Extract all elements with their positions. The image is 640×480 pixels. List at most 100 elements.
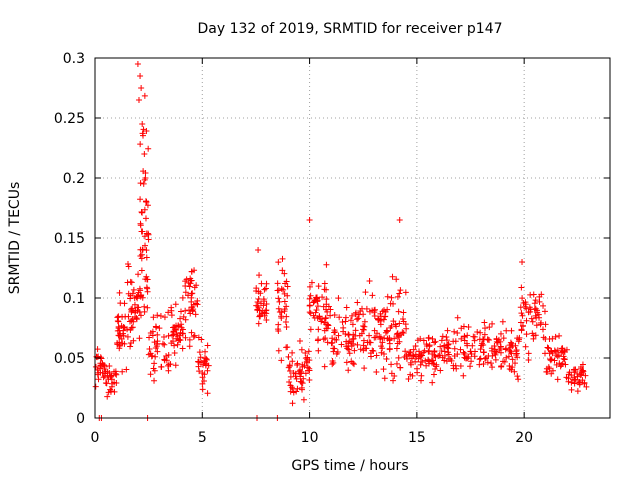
data-point [150, 314, 157, 321]
data-point [378, 316, 385, 323]
data-point [426, 343, 433, 350]
data-point [581, 380, 588, 387]
data-point [138, 267, 145, 274]
data-point [419, 359, 426, 366]
data-point [283, 313, 290, 320]
data-point [414, 369, 421, 376]
data-point [482, 325, 489, 332]
data-point [284, 344, 291, 351]
data-point [315, 283, 322, 290]
data-point [500, 335, 507, 342]
data-point [141, 303, 148, 310]
data-point [263, 280, 270, 287]
data-point [386, 346, 393, 353]
data-point [528, 315, 535, 322]
data-point [137, 312, 144, 319]
data-point [425, 348, 432, 355]
data-point [331, 345, 338, 352]
data-point [481, 331, 488, 338]
data-point [486, 324, 493, 331]
data-point [204, 342, 211, 349]
data-point [360, 347, 367, 354]
data-point [143, 128, 150, 135]
y-axis-title: SRMTID / TECUs [7, 182, 23, 295]
data-point [142, 215, 149, 222]
data-point [450, 362, 457, 369]
data-point [532, 297, 539, 304]
data-point [145, 145, 152, 152]
data-point [165, 309, 172, 316]
data-point [120, 330, 127, 337]
data-point [322, 315, 329, 322]
data-point [172, 362, 179, 369]
data-point [577, 365, 584, 372]
data-point [380, 366, 387, 373]
data-point [121, 340, 128, 347]
data-point [171, 349, 178, 356]
data-point [154, 312, 161, 319]
data-point [349, 360, 356, 367]
data-point [177, 315, 184, 322]
data-point [352, 327, 359, 334]
data-point [278, 357, 285, 364]
data-point [200, 378, 207, 385]
data-point [518, 310, 525, 317]
data-point [253, 285, 260, 292]
data-point [390, 377, 397, 384]
data-point [192, 311, 199, 318]
data-point [441, 357, 448, 364]
data-point [127, 343, 134, 350]
data-point [322, 335, 329, 342]
data-point [306, 309, 313, 316]
data-point [412, 358, 419, 365]
data-point [196, 349, 203, 356]
data-point [531, 306, 538, 313]
data-point [129, 324, 136, 331]
data-point [371, 313, 378, 320]
data-point [500, 358, 507, 365]
x-tick-label: 10 [301, 430, 319, 446]
data-point [188, 290, 195, 297]
data-point [460, 372, 467, 379]
data-point [282, 280, 289, 287]
data-point [332, 328, 339, 335]
data-point [137, 246, 144, 253]
data-point [345, 331, 352, 338]
data-point [492, 348, 499, 355]
data-point [361, 318, 368, 325]
data-point [539, 326, 546, 333]
data-point [194, 297, 201, 304]
data-point [347, 317, 354, 324]
data-point [568, 379, 575, 386]
data-point [513, 351, 520, 358]
data-point [378, 343, 385, 350]
data-point [312, 294, 319, 301]
data-point [119, 368, 126, 375]
data-point [129, 305, 136, 312]
data-point [416, 352, 423, 359]
data-point [371, 309, 378, 316]
data-point [160, 334, 167, 341]
data-point [582, 372, 589, 379]
data-point [400, 309, 407, 316]
data-point [114, 317, 121, 324]
data-point [158, 363, 165, 370]
data-point [286, 362, 293, 369]
data-point [275, 295, 282, 302]
data-point [451, 353, 458, 360]
data-point [282, 318, 289, 325]
data-point [489, 364, 496, 371]
data-point [506, 342, 513, 349]
data-point [514, 373, 521, 380]
data-point [345, 367, 352, 374]
data-point [331, 312, 338, 319]
data-point [188, 329, 195, 336]
data-point [394, 293, 401, 300]
data-point [432, 365, 439, 372]
data-point [281, 308, 288, 315]
data-point [509, 356, 516, 363]
data-point [151, 367, 158, 374]
data-point [525, 350, 532, 357]
data-point [522, 299, 529, 306]
